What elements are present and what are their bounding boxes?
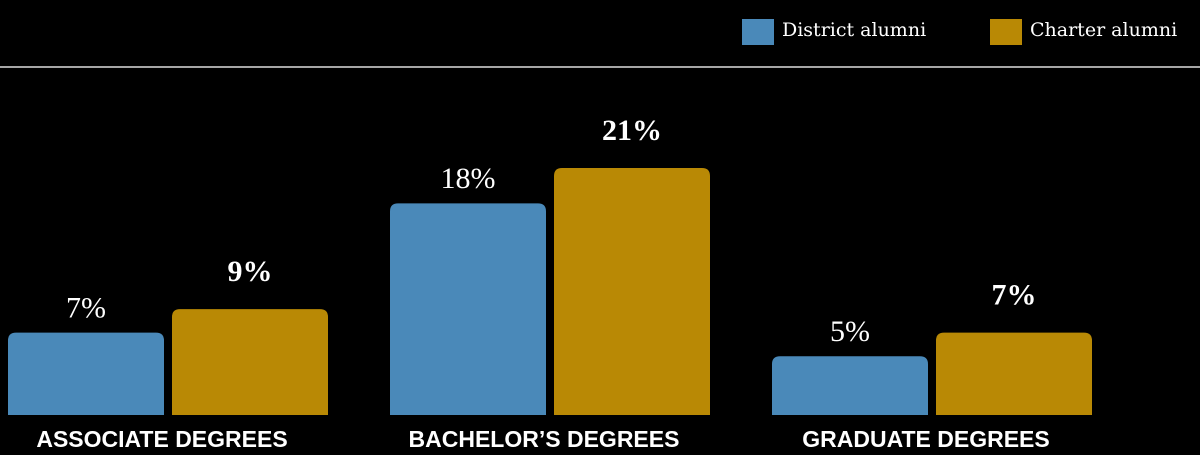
category-label: ASSOCIATE DEGREES: [36, 426, 287, 452]
bar: [172, 309, 328, 415]
bar: [772, 356, 928, 415]
legend-swatch: [990, 19, 1022, 45]
bar: [8, 332, 164, 415]
value-label: 18%: [441, 162, 496, 195]
value-label: 9%: [228, 255, 273, 288]
bar: [554, 168, 710, 415]
legend-label: District alumni: [782, 19, 926, 41]
value-label: 5%: [830, 315, 870, 348]
legend-label: Charter alumni: [1030, 19, 1177, 41]
value-label: 7%: [992, 279, 1037, 312]
bar: [390, 203, 546, 415]
category-label: BACHELOR’S DEGREES: [409, 426, 680, 452]
value-label: 21%: [602, 114, 662, 147]
category-label: GRADUATE DEGREES: [802, 426, 1050, 452]
value-label: 7%: [66, 292, 106, 325]
bar: [936, 332, 1092, 415]
legend-swatch: [742, 19, 774, 45]
